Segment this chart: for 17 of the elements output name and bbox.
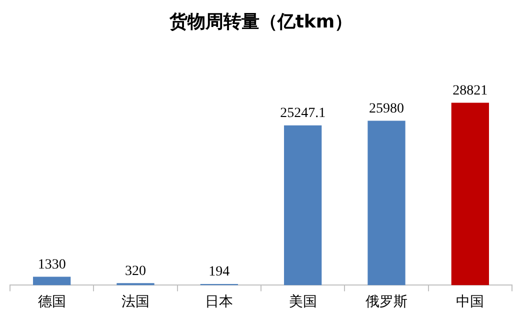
bar	[33, 276, 71, 286]
data-label: 28821	[452, 83, 488, 98]
data-label: 194	[208, 264, 230, 280]
x-tick-label: 俄罗斯	[366, 294, 408, 310]
data-label: 25980	[369, 101, 404, 116]
x-tick-label: 日本	[205, 294, 234, 310]
x-tick-label: 中国	[456, 294, 484, 310]
chart-title: 货物周转量（亿tkm）	[168, 11, 353, 32]
data-label: 1330	[38, 257, 66, 272]
bar	[451, 102, 489, 286]
x-tick-label: 德国	[38, 294, 66, 310]
bar	[284, 125, 322, 286]
data-label: 320	[125, 264, 146, 279]
data-label: 25247.1	[280, 106, 326, 122]
x-tick-label: 美国	[288, 294, 317, 310]
bar	[368, 120, 406, 286]
x-tick-label: 法国	[122, 294, 150, 310]
